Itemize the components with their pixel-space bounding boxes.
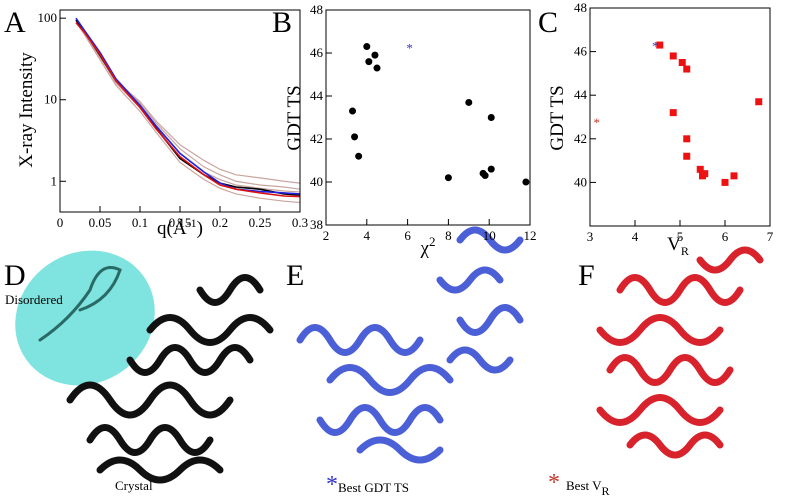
label-part: χ <box>420 238 430 259</box>
caption-star: * <box>548 470 560 496</box>
point <box>696 165 704 173</box>
point <box>365 58 373 66</box>
panel-label: F <box>578 259 595 292</box>
x-tick-label: 8 <box>445 228 452 243</box>
data-line <box>75 17 301 195</box>
point <box>669 52 677 60</box>
point <box>363 43 371 51</box>
x-tick-label: 4 <box>632 229 639 244</box>
plot-frame <box>589 7 771 227</box>
y-axis-label: GDT TS <box>284 85 305 150</box>
caption-sub: R <box>602 484 610 497</box>
point <box>373 64 381 72</box>
point <box>701 170 709 178</box>
y-axis-label: GDT TS <box>547 85 568 150</box>
x-tick-label: 0.25 <box>249 215 272 230</box>
protein-best-vr <box>596 246 764 459</box>
point <box>669 109 677 117</box>
data-line <box>75 19 301 193</box>
point <box>371 51 379 59</box>
point <box>465 98 473 106</box>
point <box>683 135 691 143</box>
label-part: q(Å <box>157 218 187 239</box>
x-tick-label: 0.1 <box>132 215 148 230</box>
label-sup: -1 <box>187 216 197 230</box>
panel-label: E <box>286 259 304 292</box>
y-tick-label: 1 <box>51 173 58 188</box>
x-tick-label: 6 <box>404 228 411 243</box>
caption: * Best VR <box>548 470 610 497</box>
x-tick-label: 2 <box>323 228 330 243</box>
x-tick-label: 7 <box>767 229 774 244</box>
point <box>730 172 738 180</box>
x-axis-label: VR <box>667 234 689 258</box>
plot-frame <box>59 9 301 213</box>
caption-text: Best GDT TS <box>338 480 409 495</box>
caption: *Best GDT TS <box>326 472 409 497</box>
image-label: Disordered <box>5 292 63 307</box>
panel-label: D <box>4 259 26 292</box>
x-tick-label: 6 <box>722 229 729 244</box>
caption-star: * <box>326 472 338 497</box>
y-axis-label: X-ray Intensity <box>16 52 37 168</box>
point <box>487 165 495 173</box>
x-tick-label: 3 <box>587 229 594 244</box>
x-tick-label: 10 <box>483 228 496 243</box>
label-sub: R <box>681 244 689 258</box>
x-tick-label: 0.3 <box>292 215 308 230</box>
y-tick-label: 46 <box>574 44 588 59</box>
point <box>351 133 359 141</box>
y-tick-label: 44 <box>310 88 324 103</box>
point <box>522 178 530 186</box>
protein-crystal <box>15 250 274 484</box>
annotation-star: * <box>406 40 413 55</box>
plot-frame <box>325 9 531 226</box>
x-tick-label: 0.2 <box>212 215 228 230</box>
annotation-star: * <box>594 115 601 130</box>
annotation-star: * <box>652 39 659 54</box>
panel-label: C <box>538 6 558 39</box>
caption-text: Best V <box>566 478 602 493</box>
point <box>349 107 357 115</box>
data-line <box>75 21 301 204</box>
panel-label: B <box>272 6 292 39</box>
y-tick-label: 46 <box>310 45 324 60</box>
data-line <box>75 22 301 198</box>
x-axis-label: χ2 <box>420 234 436 259</box>
x-tick-label: 0 <box>57 215 64 230</box>
y-tick-label: 42 <box>574 131 587 146</box>
label-part: V <box>667 234 681 255</box>
point <box>355 152 363 160</box>
x-tick-label: 4 <box>364 228 371 243</box>
point <box>678 59 686 66</box>
y-tick-label: 42 <box>310 131 323 146</box>
point <box>444 174 452 182</box>
panel-label: A <box>4 6 26 39</box>
point <box>683 65 691 73</box>
y-tick-label: 10 <box>44 92 57 107</box>
x-tick-label: 5 <box>677 229 684 244</box>
y-tick-label: 38 <box>310 217 323 232</box>
point <box>721 178 729 186</box>
x-tick-label: 0.15 <box>169 215 192 230</box>
point <box>481 172 489 180</box>
point <box>487 114 495 121</box>
y-tick-label: 40 <box>310 174 323 189</box>
point <box>656 41 664 49</box>
y-tick-label: 44 <box>574 87 588 102</box>
y-tick-label: 40 <box>574 174 587 189</box>
x-tick-label: 0.05 <box>89 215 112 230</box>
image-label: Crystal <box>115 478 153 493</box>
point <box>683 152 691 160</box>
x-tick-label: 12 <box>524 228 537 243</box>
point <box>755 98 763 106</box>
label-part: ) <box>197 218 203 239</box>
protein-best-gdt <box>296 226 524 464</box>
x-axis-label: q(Å-1) <box>157 216 203 239</box>
y-tick-label: 48 <box>574 0 587 15</box>
label-sup: 2 <box>429 234 436 249</box>
y-tick-label: 100 <box>38 10 58 25</box>
y-tick-label: 48 <box>310 2 323 17</box>
